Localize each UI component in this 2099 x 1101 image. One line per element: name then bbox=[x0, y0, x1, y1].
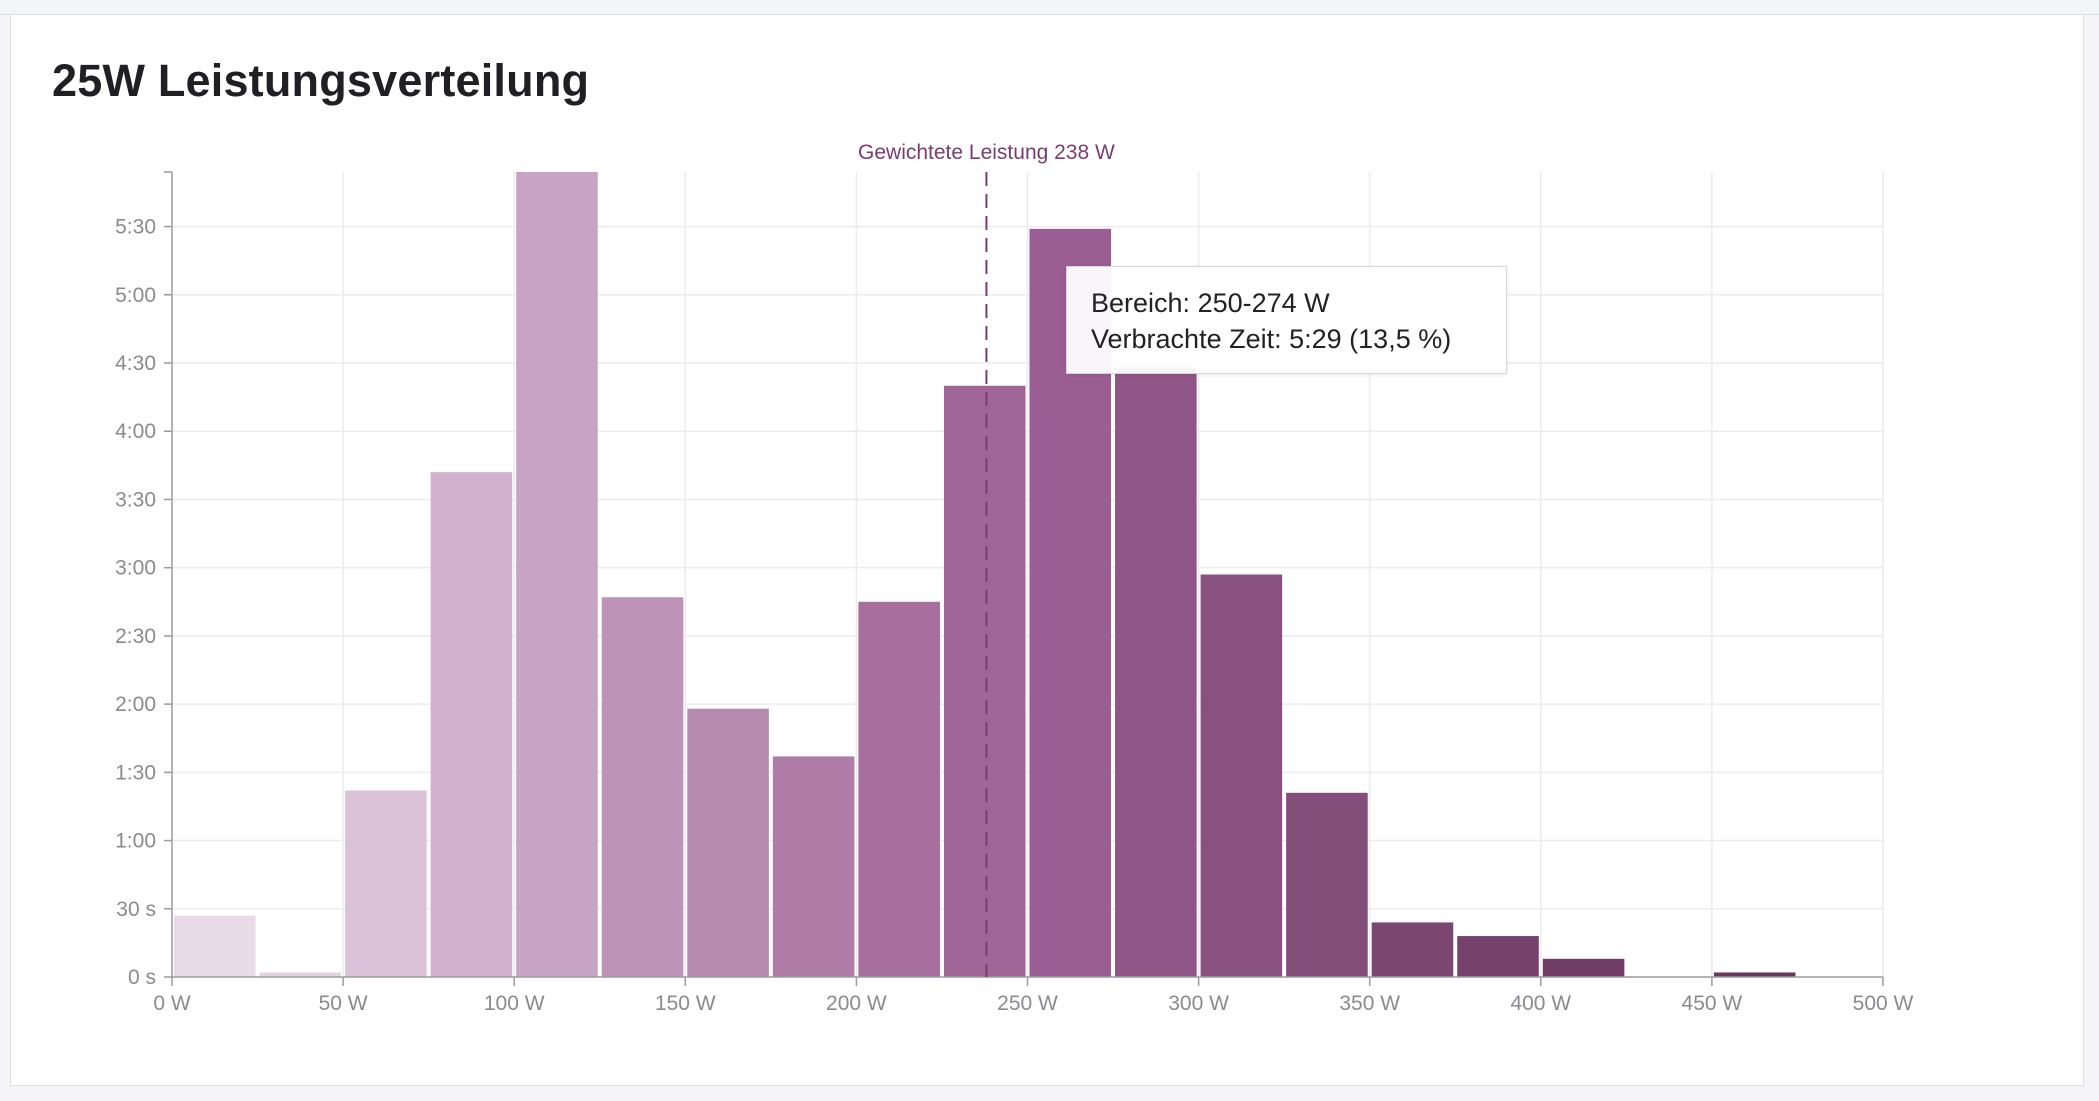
tooltip-range-line: Bereich: 250-274 W bbox=[1091, 285, 1482, 321]
histogram-bar[interactable] bbox=[1713, 972, 1796, 977]
x-tick-label: 350 W bbox=[1339, 992, 1400, 1015]
y-tick-label: 3:30 bbox=[115, 488, 156, 511]
histogram-bar[interactable] bbox=[1286, 792, 1368, 977]
histogram-bar[interactable] bbox=[516, 172, 598, 977]
x-tick-label: 100 W bbox=[484, 992, 545, 1015]
histogram-bar[interactable] bbox=[1457, 936, 1539, 977]
y-tick-label: 5:30 bbox=[115, 216, 156, 239]
bars-layer bbox=[174, 172, 1796, 978]
x-tick-label: 300 W bbox=[1168, 992, 1229, 1015]
histogram-bar[interactable] bbox=[772, 756, 855, 977]
histogram-bar[interactable] bbox=[259, 972, 342, 977]
histogram-bar[interactable] bbox=[1371, 922, 1454, 977]
y-tick-label: 2:30 bbox=[115, 625, 156, 648]
y-tick-label: 2:00 bbox=[115, 693, 156, 716]
grid-layer bbox=[172, 172, 1884, 977]
bar-tooltip: Bereich: 250-274 W Verbrachte Zeit: 5:29… bbox=[1066, 266, 1507, 374]
x-tick-label: 250 W bbox=[997, 992, 1058, 1015]
x-tick-label: 0 W bbox=[153, 992, 191, 1015]
tooltip-time-label: Verbrachte Zeit: bbox=[1091, 324, 1282, 354]
histogram-bar[interactable] bbox=[1115, 367, 1197, 978]
card-title: 25W Leistungsverteilung bbox=[52, 55, 590, 106]
histogram-bar[interactable] bbox=[858, 601, 940, 977]
x-tick-label: 450 W bbox=[1682, 992, 1743, 1015]
histogram-bar[interactable] bbox=[1200, 574, 1283, 978]
histogram-bar[interactable] bbox=[345, 790, 427, 977]
histogram-bar[interactable] bbox=[943, 385, 1026, 977]
y-tick-label: 30 s bbox=[116, 898, 156, 921]
histogram-bar[interactable] bbox=[601, 597, 684, 977]
histogram-bar[interactable] bbox=[1542, 958, 1625, 977]
tooltip-time-value: 5:29 (13,5 %) bbox=[1289, 324, 1452, 354]
weighted-power-marker: Gewichtete Leistung 238 W bbox=[858, 141, 1115, 977]
histogram-bar[interactable] bbox=[430, 472, 513, 977]
tooltip-time-line: Verbrachte Zeit: 5:29 (13,5 %) bbox=[1091, 321, 1482, 357]
histogram-bar[interactable] bbox=[687, 708, 769, 977]
y-tick-label: 4:30 bbox=[115, 352, 156, 375]
y-tick-label: 4:00 bbox=[115, 420, 156, 443]
tooltip-range-label: Bereich: bbox=[1091, 288, 1191, 318]
x-tick-label: 150 W bbox=[655, 992, 716, 1015]
y-tick-label: 5:00 bbox=[115, 284, 156, 307]
x-tick-label: 500 W bbox=[1853, 992, 1914, 1015]
histogram-bar[interactable] bbox=[174, 915, 256, 977]
weighted-power-label: Gewichtete Leistung 238 W bbox=[858, 141, 1115, 164]
y-tick-label: 1:00 bbox=[115, 830, 156, 853]
x-tick-label: 200 W bbox=[826, 992, 887, 1015]
y-tick-label: 0 s bbox=[128, 966, 156, 989]
y-tick-label: 3:00 bbox=[115, 557, 156, 580]
y-tick-label: 1:30 bbox=[115, 761, 156, 784]
tooltip-range-value: 250-274 W bbox=[1197, 288, 1330, 318]
axes-layer: 0 s 30 s 1:00 1:30 2:00 2:30 3:00 3:30 4:00 4:30 5… bbox=[115, 171, 1914, 1015]
x-tick-label: 50 W bbox=[319, 992, 368, 1015]
x-tick-label: 400 W bbox=[1510, 992, 1571, 1015]
